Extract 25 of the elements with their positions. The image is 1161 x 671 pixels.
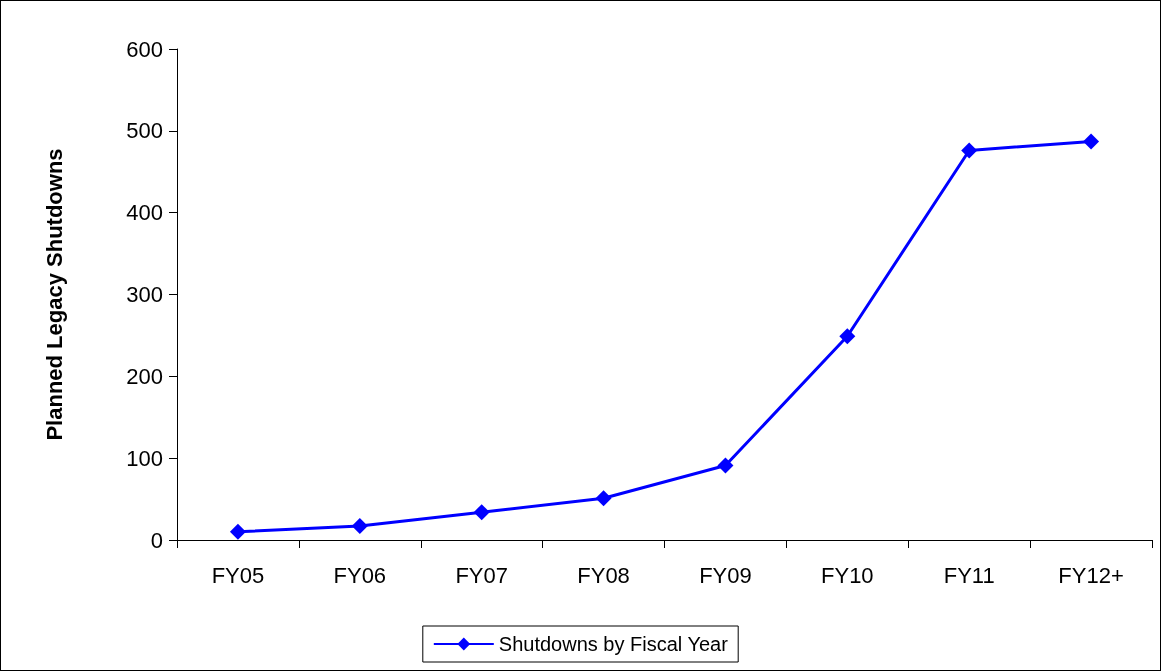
y-tick-label: 400: [126, 200, 163, 226]
y-tick-label: 200: [126, 363, 163, 389]
y-axis-title: Planned Legacy Shutdowns: [41, 148, 67, 441]
point: [595, 490, 612, 507]
legend-label: Shutdowns by Fiscal Year: [498, 633, 729, 655]
y-tick-label: 0: [150, 527, 163, 553]
point: [839, 328, 856, 345]
point: [717, 457, 734, 474]
x-tick-label: FY06: [333, 562, 387, 588]
point: [1083, 133, 1100, 150]
y-tick-label: 600: [126, 36, 163, 62]
x-tick-label: FY10: [821, 562, 874, 588]
x-tick-label: FY09: [699, 562, 752, 588]
point: [229, 523, 246, 540]
x-tick-label: FY07: [455, 562, 508, 588]
x-tick-label: FY08: [577, 562, 630, 588]
x-tick-label: FY05: [211, 562, 265, 588]
y-tick-label: 500: [126, 118, 163, 144]
y-tick-label: 300: [126, 282, 163, 307]
point: [961, 142, 978, 159]
x-tick-label: FY11: [943, 562, 995, 588]
x-tick-label: FY12+: [1058, 562, 1124, 588]
point: [351, 518, 368, 535]
point: [473, 504, 490, 521]
y-tick-label: 100: [126, 445, 163, 471]
